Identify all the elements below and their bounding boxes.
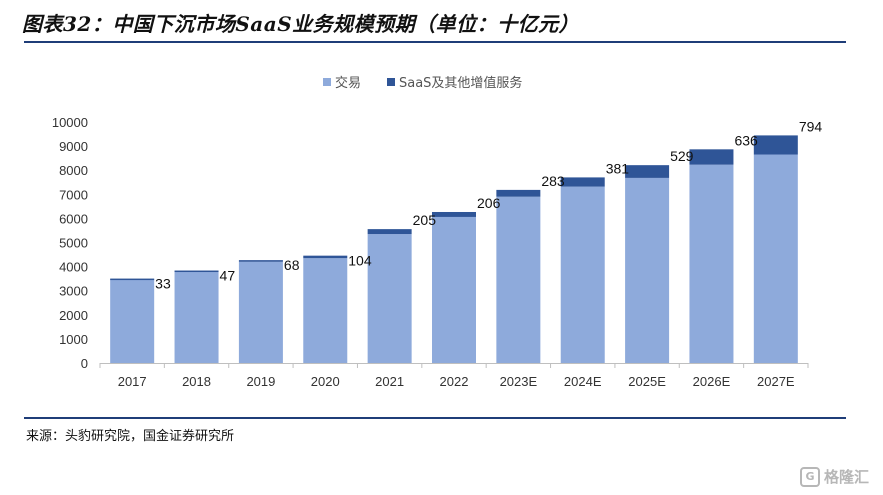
bar-transaction-2017 — [110, 279, 155, 363]
y-tick-label: 8000 — [59, 163, 88, 178]
bar-saas-2018 — [174, 270, 219, 273]
x-tick-label: 2027E — [757, 374, 795, 389]
watermark: G 格隆汇 — [799, 466, 869, 487]
watermark-logo-icon: G — [799, 466, 820, 487]
y-tick-label: 1000 — [59, 332, 88, 347]
data-labels: 33 47 68 104 205 206 283 381 529 636 794 — [155, 118, 822, 291]
y-tick-label: 5000 — [59, 236, 88, 251]
data-label-2023E: 283 — [541, 173, 565, 189]
bars — [110, 135, 798, 363]
x-tick-label: 2025E — [628, 374, 666, 389]
legend-swatch-1 — [387, 78, 395, 86]
x-axis: 2017 2018 2019 2020 2021 2022 2023E 2024E 2025E 2… — [99, 363, 809, 389]
y-tick-label: 10000 — [52, 115, 88, 130]
x-tick-label: 2020 — [311, 374, 340, 389]
y-tick-label: 7000 — [59, 187, 88, 202]
bar-saas-2026E — [689, 149, 734, 165]
data-label-2027E: 794 — [799, 118, 823, 134]
bar-saas-2024E — [560, 177, 605, 187]
y-tick-label: 3000 — [59, 284, 88, 299]
data-label-2020: 104 — [348, 253, 372, 269]
y-tick-label: 6000 — [59, 211, 88, 226]
bar-saas-2027E — [753, 135, 798, 155]
bar-transaction-2026E — [689, 164, 734, 363]
legend-label-1: SaaS及其他增值服务 — [399, 75, 522, 91]
bar-transaction-2018 — [174, 271, 219, 363]
bar-saas-2019 — [238, 260, 283, 262]
y-axis: 0 1000 2000 3000 4000 5000 6000 7000 8000 9000 100… — [52, 115, 88, 371]
bar-saas-2023E — [496, 189, 541, 197]
data-label-2018: 47 — [220, 268, 236, 284]
bar-transaction-2024E — [560, 186, 605, 363]
bar-transaction-2019 — [238, 261, 283, 363]
data-label-2021: 205 — [413, 212, 437, 228]
bar-transaction-2020 — [303, 258, 348, 363]
source-note: 来源：头豹研究院，国金证券研究所 — [26, 429, 235, 444]
x-tick-label: 2019 — [246, 374, 275, 389]
bar-transaction-2025E — [625, 177, 670, 363]
data-label-2026E: 636 — [734, 132, 758, 148]
y-tick-label: 9000 — [59, 139, 88, 154]
x-tick-label: 2021 — [375, 374, 404, 389]
top-rule — [24, 41, 846, 43]
x-tick-label: 2026E — [693, 374, 731, 389]
chart-title: 图表32：中国下沉市场SaaS业务规模预期（单位：十亿元） — [22, 12, 580, 36]
data-label-2022: 206 — [477, 195, 501, 211]
data-label-2017: 33 — [155, 276, 171, 292]
x-tick-label: 2017 — [118, 374, 147, 389]
data-label-2019: 68 — [284, 257, 300, 273]
bar-saas-2017 — [110, 278, 155, 281]
bar-transaction-2023E — [496, 196, 541, 363]
bar-saas-2020 — [303, 255, 348, 259]
y-tick-label: 4000 — [59, 260, 88, 275]
bar-saas-2021 — [367, 229, 412, 235]
x-tick-label: 2023E — [500, 374, 538, 389]
legend-swatch-0 — [323, 78, 331, 86]
watermark-text: 格隆汇 — [823, 468, 869, 486]
bottom-rule — [24, 417, 846, 419]
bar-transaction-2027E — [753, 154, 798, 363]
legend: 交易 SaaS及其他增值服务 — [323, 75, 522, 91]
y-tick-label: 2000 — [59, 308, 88, 323]
bar-transaction-2022 — [432, 216, 476, 363]
bar-transaction-2021 — [367, 234, 412, 363]
x-tick-label: 2024E — [564, 374, 602, 389]
bar-saas-2025E — [625, 165, 670, 178]
data-label-2025E: 529 — [670, 148, 694, 164]
data-label-2024E: 381 — [606, 160, 630, 176]
bar-saas-2022 — [432, 211, 476, 217]
x-tick-label: 2022 — [440, 374, 469, 389]
x-tick-label: 2018 — [182, 374, 211, 389]
y-tick-label: 0 — [81, 356, 88, 371]
legend-label-0: 交易 — [335, 75, 361, 91]
